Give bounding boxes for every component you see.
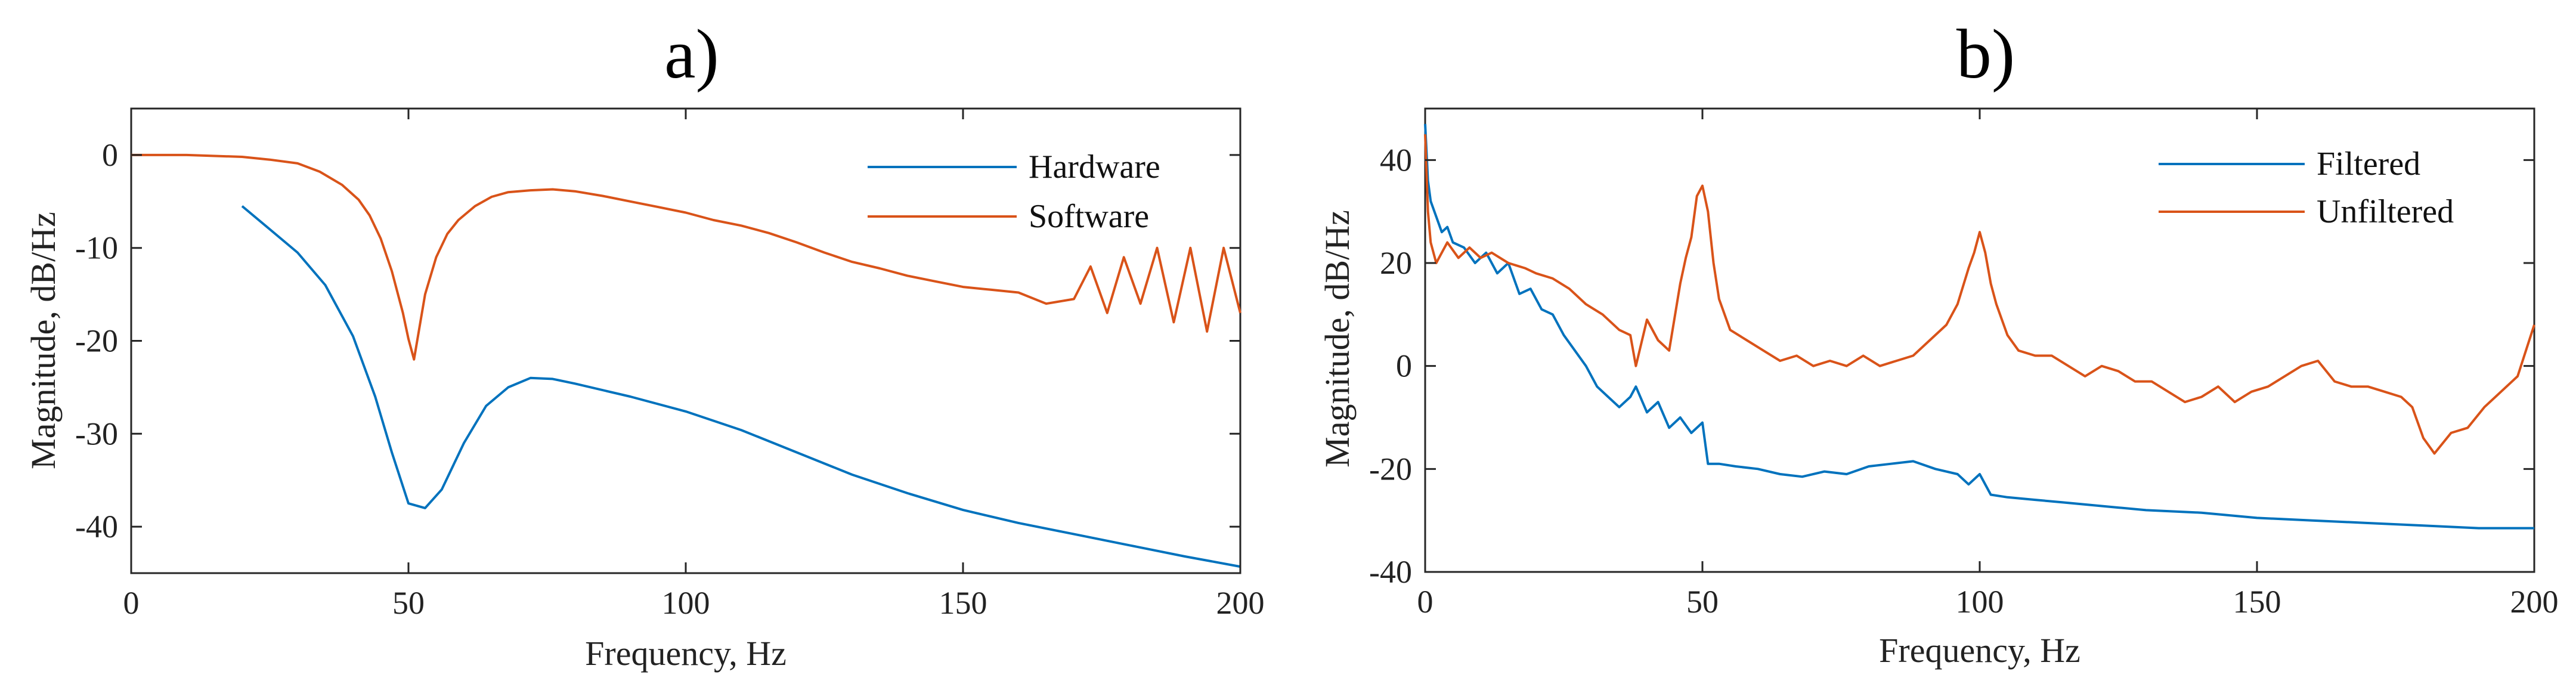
chart-a-xtick-label: 150 — [939, 585, 987, 621]
chart-b-series-unfiltered-line — [1424, 134, 2535, 455]
chart-a-title: a) — [664, 15, 719, 93]
chart-b-plot-area — [1424, 107, 2535, 573]
chart-b-ylabel: Magnitude, dB/Hz — [1318, 210, 1357, 468]
chart-b-xtick-label: 0 — [1417, 584, 1433, 620]
legend-a-label-software: Software — [1029, 198, 1149, 235]
chart-a-plot-area — [130, 107, 1241, 574]
chart-b-ytick-label: 40 — [1380, 142, 1412, 178]
chart-b-legend: Filtered Unfiltered — [2159, 146, 2454, 230]
chart-b-xtick-label: 150 — [2233, 584, 2281, 620]
chart-a-ytick-label: -20 — [75, 323, 118, 359]
chart-a-series-hardware-line — [241, 205, 1241, 568]
chart-a-ytick-label: -10 — [75, 230, 118, 266]
chart-a-series-layer — [131, 153, 1241, 568]
chart-a-ytick-label: -30 — [75, 416, 118, 451]
chart-a-xtick-label: 0 — [123, 585, 140, 621]
chart-a-xtick-label: 200 — [1216, 585, 1265, 621]
chart-b-xtick-label: 100 — [1956, 584, 2004, 620]
chart-b-series-filtered-line — [1424, 123, 2534, 530]
chart-b-ytick-label: 0 — [1396, 348, 1412, 384]
chart-b-ytick-label: -20 — [1369, 451, 1412, 487]
chart-b-ytick-label: -40 — [1369, 554, 1412, 590]
chart-a-ytick-label: 0 — [102, 137, 118, 173]
chart-b-xtick-label: 50 — [1686, 584, 1719, 620]
legend-b-label-unfiltered: Unfiltered — [2317, 193, 2454, 230]
chart-b-ytick-label: 20 — [1380, 245, 1412, 281]
chart-a-ytick-label: -40 — [75, 509, 118, 544]
chart-a-ylabel: Magnitude, dB/Hz — [24, 212, 63, 469]
chart-a-xtick-label: 50 — [392, 585, 425, 621]
legend-a-label-hardware: Hardware — [1029, 148, 1160, 185]
chart-b-title: b) — [1956, 15, 2015, 93]
chart-a: a) 0 50 100 150 200 0 -10 -20 -30 -40 Frequency, … — [24, 15, 1265, 673]
chart-a-legend: Hardware Software — [868, 148, 1160, 235]
chart-a-series-software-line — [131, 153, 1241, 361]
chart-b-xlabel: Frequency, Hz — [1879, 631, 2080, 670]
chart-b-xtick-label: 200 — [2510, 584, 2559, 620]
chart-b-series-layer — [1424, 123, 2535, 530]
legend-b-label-filtered: Filtered — [2317, 146, 2420, 182]
chart-a-ticks: 0 50 100 150 200 0 -10 -20 -30 -40 — [75, 109, 1265, 621]
chart-a-xlabel: Frequency, Hz — [585, 634, 787, 673]
chart-a-xtick-label: 100 — [662, 585, 710, 621]
